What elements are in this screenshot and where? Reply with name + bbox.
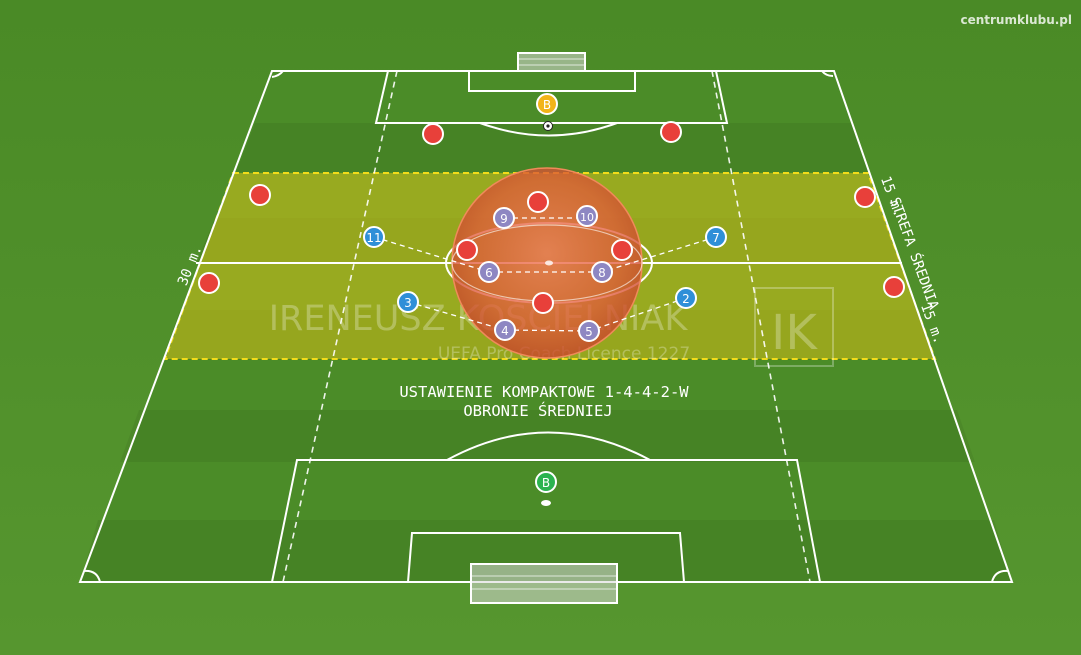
opponent-player <box>456 239 478 261</box>
opponent-player <box>532 292 554 314</box>
top-goal-area <box>468 71 636 92</box>
team-player: 11 <box>363 226 385 248</box>
svg-text:6: 6 <box>485 266 493 280</box>
team-player: 9 <box>493 207 515 229</box>
watermark-logo: IK <box>771 305 818 361</box>
touchlines <box>78 70 1014 583</box>
opponent-player <box>660 121 682 143</box>
ball-icon <box>543 121 553 131</box>
opponent-player <box>527 191 549 213</box>
site-label: centrumklubu.pl <box>960 13 1072 27</box>
svg-text:8: 8 <box>598 266 606 280</box>
bottom-penalty-area <box>271 459 821 583</box>
watermark-logo-frame <box>754 287 834 367</box>
bottom-goal-area <box>407 532 685 583</box>
svg-text:11: 11 <box>366 231 381 245</box>
team-player: 8 <box>591 261 613 283</box>
team-player: 6 <box>478 261 500 283</box>
svg-text:B: B <box>543 98 551 112</box>
connection-lines <box>373 217 717 332</box>
team-player: 2 <box>675 287 697 309</box>
bottom-goal <box>470 563 618 604</box>
svg-text:10: 10 <box>580 211 594 224</box>
team-player: 3 <box>397 291 419 313</box>
svg-text:4: 4 <box>501 324 509 338</box>
top-goal <box>517 52 586 72</box>
lane-lines <box>282 70 811 583</box>
opponent-player <box>883 276 905 298</box>
diagram-title-line1: USTAWIENIE KOMPAKTOWE 1-4-4-2-W <box>399 383 689 401</box>
center-spot <box>545 260 553 266</box>
svg-text:7: 7 <box>712 231 720 245</box>
svg-text:3: 3 <box>404 296 412 310</box>
team-player: 10 <box>576 205 598 227</box>
ball-marker-icon <box>541 500 551 506</box>
right-lane-line <box>711 70 811 583</box>
team-player: 7 <box>705 226 727 248</box>
diagram-title-line2: OBRONIE ŚREDNIEJ <box>463 401 612 420</box>
svg-text:9: 9 <box>500 212 508 226</box>
bottom-penalty-arc <box>446 431 651 461</box>
team-player: 5 <box>578 320 600 342</box>
opponent-player <box>854 186 876 208</box>
opponents <box>198 121 905 314</box>
svg-text:2: 2 <box>682 292 690 306</box>
top-penalty-arc <box>479 122 618 137</box>
opponent-player <box>249 184 271 206</box>
team-player: 4 <box>494 319 516 341</box>
svg-text:5: 5 <box>585 325 593 339</box>
goalkeeper-top: B <box>536 93 558 115</box>
goalkeeper-bottom: B <box>535 471 557 493</box>
svg-text:B: B <box>542 476 550 490</box>
opponent-player <box>611 239 633 261</box>
opponent-player <box>198 272 220 294</box>
opponent-player <box>422 123 444 145</box>
team-players: 11 3 7 2 9 10 6 8 4 5 <box>363 205 727 342</box>
